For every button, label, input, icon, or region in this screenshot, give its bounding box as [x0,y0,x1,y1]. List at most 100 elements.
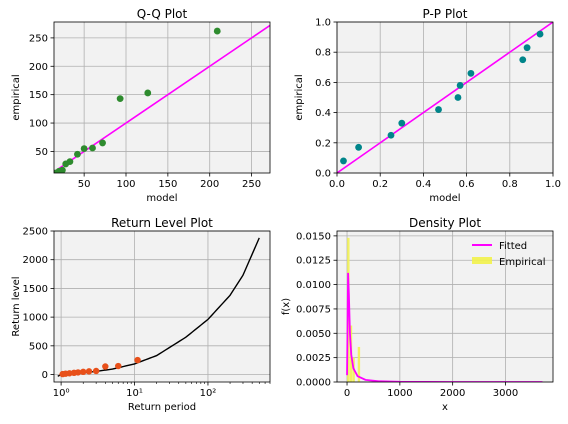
axes-frame [53,230,271,383]
data-point [89,144,96,152]
chart-title: P-P Plot [423,7,468,21]
x-tick-label: 250 [242,179,261,190]
y-axis-label: f(x) [281,298,292,315]
chart-title: Density Plot [409,216,481,230]
data-point [387,131,395,139]
y-tick-label: 50 [35,147,48,158]
x-tick-label: 10⁰ [53,388,70,399]
x-tick-label: 10¹ [126,388,143,399]
legend-swatch-empirical [472,257,492,264]
data-point [74,150,81,158]
y-tick-label: 150 [29,90,48,101]
y-tick-label: 0.8 [315,48,331,59]
y-tick-label: 1.0 [315,18,331,29]
y-tick-label: 200 [29,62,48,73]
data-point [523,44,531,52]
y-tick-label: 0.0 [315,169,331,180]
x-tick-label: 0.8 [502,179,518,190]
x-tick-label: 100 [116,179,135,190]
y-tick-label: 0.0075 [296,304,331,315]
y-tick-label: 1500 [23,284,48,295]
y-axis-label: empirical [11,74,22,120]
y-tick-label: 0.0025 [296,353,331,364]
data-point [213,27,221,35]
data-point [456,82,464,89]
y-axis-label: empirical [294,74,305,120]
data-point [92,367,100,375]
data-point [74,369,82,376]
histogram-bar [357,346,361,382]
axes-frame [336,21,554,174]
plot-area [54,231,270,382]
x-tick-label: 2000 [440,388,465,399]
x-tick-label: 0.6 [459,179,475,190]
data-point [115,362,122,370]
x-axis-label: model [429,193,460,204]
legend-label-empirical: Empirical [499,257,545,268]
x-axis-label: Return period [128,402,196,413]
qq-plot: 50 100 150 200 250 50 100 150 200 250 Q-Q Plot mode… [11,7,271,204]
x-tick-label: 50 [78,179,91,190]
x-axis-label: model [146,193,177,204]
x-tick-label: 3000 [493,388,518,399]
y-tick-label: 0.0000 [296,378,331,389]
pp-plot: 0.0 0.2 0.4 0.6 0.8 1.0 0.0 0.2 0.4 0.6 0.8 1.0 P-P … [294,7,561,204]
grid [54,230,270,382]
axes-frame [53,21,271,174]
data-point [536,30,544,38]
data-point [467,69,475,77]
y-tick-label: 0.0100 [296,280,331,291]
data-point [66,158,74,166]
plot-content [337,22,553,173]
plot-content [54,24,270,173]
return-level-plot: 10⁰ 10¹ 10² 0 500 1000 1500 2000 2500 Return Leve… [11,216,271,413]
legend-label-fitted: Fitted [499,241,527,252]
y-tick-label: 2000 [23,255,48,266]
y-tick-label: 0 [42,370,48,381]
x-tick-label: 1000 [387,388,412,399]
y-tick-label: 0.6 [315,78,331,89]
x-tick-label: 0.4 [415,179,431,190]
data-point [80,145,88,152]
y-tick-label: 0.2 [315,138,331,149]
data-point [80,368,87,376]
grid [54,22,270,173]
x-tick-label: 0.0 [329,179,345,190]
y-tick-label: 0.0150 [296,231,331,242]
plot-content [57,237,260,378]
plot-area [337,231,553,382]
y-tick-label: 0.4 [315,108,331,119]
y-tick-label: 0.0125 [296,256,331,267]
density-plot: 0 1000 2000 3000 0.0000 0.0025 0.0050 0.0075 0.0… [281,216,554,413]
axes-frame [336,230,554,383]
y-tick-label: 100 [29,119,48,130]
data-point [519,56,527,64]
y-tick-label: 250 [29,33,48,44]
data-point [355,143,362,151]
x-tick-label: 0 [344,388,350,399]
y-tick-label: 500 [29,341,48,352]
chart-title: Return Level Plot [111,216,213,230]
y-axis-label: Return level [11,276,22,336]
y-tick-label: 1000 [23,313,48,324]
x-axis-label: x [442,402,448,413]
reference-line [337,22,553,173]
x-tick-label: 1.0 [545,179,561,190]
data-point [398,119,406,127]
legend: Fitted Empirical [472,241,545,268]
x-tick-label: 0.2 [372,179,388,190]
data-point [340,157,347,165]
x-tick-label: 150 [158,179,177,190]
x-tick-label: 10² [200,388,217,399]
x-tick-label: 200 [200,179,219,190]
data-point [99,139,106,147]
data-point [102,363,109,370]
data-point [454,94,462,101]
data-point [116,95,124,103]
chart-title: Q-Q Plot [137,7,188,21]
data-point [58,166,66,173]
y-tick-label: 0.0050 [296,329,331,340]
data-point [144,89,152,97]
data-point [85,368,93,375]
